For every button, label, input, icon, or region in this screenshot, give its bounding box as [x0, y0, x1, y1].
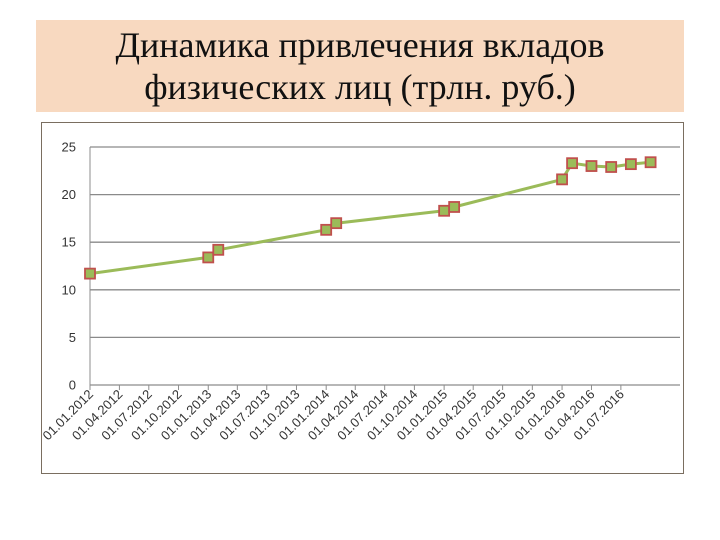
y-axis-ticks: 0 5 10 15 20 25	[62, 140, 76, 393]
y-tick-label: 10	[62, 282, 76, 297]
data-point-marker	[448, 201, 461, 213]
y-tick-label: 5	[69, 330, 76, 345]
title-line-1: Динамика привлечения вкладов	[115, 25, 605, 65]
data-point-marker	[202, 251, 215, 264]
data-point-marker	[585, 160, 598, 172]
data-point-marker	[624, 158, 637, 171]
y-tick-label: 20	[62, 187, 76, 202]
chart-frame	[41, 122, 684, 474]
data-point-marker	[438, 204, 451, 217]
x-axis-ticks: 01.01.201201.04.201201.07.201201.10.2012…	[39, 385, 627, 443]
data-point-marker	[556, 173, 568, 186]
data-points	[84, 156, 657, 280]
data-point-marker	[84, 267, 96, 280]
y-tick-label: 0	[69, 378, 76, 393]
data-point-marker	[644, 156, 657, 169]
data-point-marker	[320, 223, 333, 236]
data-point-marker	[330, 217, 343, 230]
y-tick-label: 15	[62, 235, 76, 250]
data-point-marker	[566, 157, 578, 170]
data-point-marker	[605, 161, 618, 173]
title-band: Динамика привлечения вкладов физических …	[36, 20, 684, 112]
y-tick-label: 25	[62, 140, 76, 155]
title-line-2: физических лиц (трлн. руб.)	[144, 67, 576, 107]
grid-lines	[89, 146, 680, 386]
data-point-marker	[212, 243, 225, 256]
